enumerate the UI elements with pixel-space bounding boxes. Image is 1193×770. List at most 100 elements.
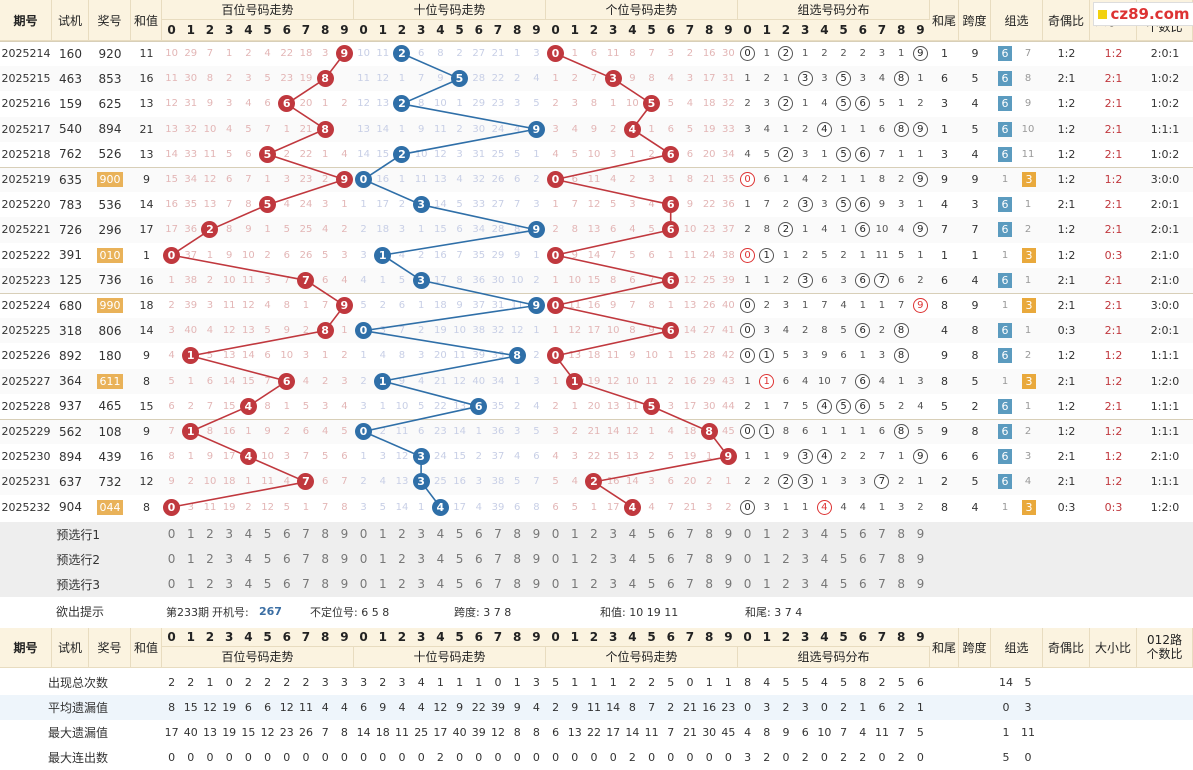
preselect-digit[interactable]: 1 bbox=[186, 527, 195, 542]
preselect-digit[interactable]: 5 bbox=[455, 527, 464, 542]
preselect-digit[interactable]: 9 bbox=[724, 527, 733, 542]
preselect-digit[interactable]: 7 bbox=[878, 527, 886, 542]
bottom-header-issue[interactable]: 期号 bbox=[0, 627, 52, 668]
preselect-digit[interactable]: 7 bbox=[878, 552, 886, 567]
preselect-digit[interactable]: 5 bbox=[839, 527, 848, 542]
preselect-digit[interactable]: 5 bbox=[263, 577, 272, 592]
preselect-digit[interactable]: 7 bbox=[302, 577, 310, 592]
preselect-digit[interactable]: 6 bbox=[666, 577, 675, 592]
preselect-digit[interactable]: 0 bbox=[551, 552, 560, 567]
preselect-digit[interactable]: 6 bbox=[282, 577, 291, 592]
preselect-digit[interactable]: 6 bbox=[666, 552, 675, 567]
preselect-digit[interactable]: 8 bbox=[705, 577, 713, 592]
preselect-digit[interactable]: 4 bbox=[628, 577, 637, 592]
preselect-digit[interactable]: 0 bbox=[167, 552, 176, 567]
preselect-digit[interactable]: 7 bbox=[686, 577, 694, 592]
preselect-digit[interactable]: 2 bbox=[398, 577, 406, 592]
preselect-digit[interactable]: 8 bbox=[513, 527, 521, 542]
preselect-digit[interactable]: 1 bbox=[378, 527, 387, 542]
preselect-digit[interactable]: 5 bbox=[263, 527, 272, 542]
preselect-digit[interactable]: 6 bbox=[282, 552, 291, 567]
preselect-digit[interactable]: 2 bbox=[782, 577, 790, 592]
preselect-digit[interactable]: 9 bbox=[724, 552, 733, 567]
preselect-digit[interactable]: 1 bbox=[186, 552, 195, 567]
preselect-digit[interactable]: 6 bbox=[858, 527, 867, 542]
header-issue[interactable]: 期号 bbox=[0, 0, 52, 41]
preselect-digit[interactable]: 4 bbox=[628, 552, 637, 567]
preselect-digit[interactable]: 0 bbox=[359, 527, 368, 542]
preselect-digit[interactable]: 8 bbox=[705, 527, 713, 542]
preselect-digit[interactable]: 5 bbox=[647, 577, 656, 592]
preselect-digit[interactable]: 2 bbox=[398, 552, 406, 567]
preselect-digit[interactable]: 8 bbox=[321, 577, 329, 592]
preselect-digit[interactable]: 0 bbox=[359, 577, 368, 592]
preselect-digit[interactable]: 3 bbox=[417, 552, 425, 567]
preselect-digit[interactable]: 6 bbox=[474, 577, 483, 592]
preselect-digit[interactable]: 2 bbox=[590, 577, 598, 592]
preselect-digit[interactable]: 4 bbox=[820, 552, 829, 567]
preselect-digit[interactable]: 3 bbox=[225, 552, 233, 567]
preselect-digit[interactable]: 0 bbox=[167, 527, 176, 542]
preselect-digit[interactable]: 4 bbox=[820, 577, 829, 592]
preselect-digit[interactable]: 4 bbox=[244, 577, 253, 592]
preselect-digit[interactable]: 1 bbox=[570, 577, 579, 592]
preselect-digit[interactable]: 8 bbox=[321, 527, 329, 542]
preselect-digit[interactable]: 5 bbox=[647, 552, 656, 567]
preselect-digit[interactable]: 0 bbox=[551, 577, 560, 592]
preselect-digit[interactable]: 4 bbox=[436, 552, 445, 567]
preselect-digit[interactable]: 6 bbox=[666, 527, 675, 542]
preselect-digit[interactable]: 0 bbox=[551, 527, 560, 542]
preselect-digit[interactable]: 4 bbox=[820, 527, 829, 542]
preselect-digit[interactable]: 0 bbox=[359, 552, 368, 567]
preselect-digit[interactable]: 6 bbox=[858, 577, 867, 592]
preselect-digit[interactable]: 0 bbox=[743, 527, 752, 542]
preselect-digit[interactable]: 3 bbox=[801, 577, 809, 592]
preselect-digit[interactable]: 4 bbox=[244, 527, 253, 542]
preselect-digit[interactable]: 9 bbox=[340, 552, 349, 567]
preselect-digit[interactable]: 8 bbox=[321, 552, 329, 567]
preselect-digit[interactable]: 1 bbox=[762, 527, 771, 542]
preselect-digit[interactable]: 7 bbox=[494, 552, 502, 567]
preselect-digit[interactable]: 6 bbox=[282, 527, 291, 542]
preselect-digit[interactable]: 9 bbox=[724, 577, 733, 592]
preselect-digit[interactable]: 9 bbox=[340, 527, 349, 542]
preselect-digit[interactable]: 1 bbox=[378, 552, 387, 567]
preselect-digit[interactable]: 2 bbox=[590, 552, 598, 567]
preselect-digit[interactable]: 9 bbox=[916, 552, 925, 567]
preselect-digit[interactable]: 3 bbox=[417, 527, 425, 542]
preselect-digit[interactable]: 7 bbox=[686, 527, 694, 542]
preselect-digit[interactable]: 7 bbox=[494, 577, 502, 592]
preselect-digit[interactable]: 7 bbox=[686, 552, 694, 567]
preselect-digit[interactable]: 5 bbox=[263, 552, 272, 567]
preselect-digit[interactable]: 2 bbox=[206, 527, 214, 542]
preselect-digit[interactable]: 6 bbox=[858, 552, 867, 567]
preselect-digit[interactable]: 0 bbox=[167, 577, 176, 592]
preselect-digit[interactable]: 1 bbox=[186, 577, 195, 592]
preselect-digit[interactable]: 1 bbox=[762, 552, 771, 567]
preselect-digit[interactable]: 6 bbox=[474, 552, 483, 567]
preselect-digit[interactable]: 1 bbox=[570, 527, 579, 542]
preselect-digit[interactable]: 9 bbox=[532, 552, 541, 567]
preselect-digit[interactable]: 8 bbox=[897, 552, 905, 567]
preselect-digit[interactable]: 8 bbox=[513, 552, 521, 567]
preselect-digit[interactable]: 1 bbox=[570, 552, 579, 567]
preselect-digit[interactable]: 4 bbox=[244, 552, 253, 567]
preselect-digit[interactable]: 5 bbox=[455, 577, 464, 592]
preselect-digit[interactable]: 4 bbox=[436, 577, 445, 592]
preselect-digit[interactable]: 5 bbox=[455, 552, 464, 567]
preselect-digit[interactable]: 3 bbox=[609, 552, 617, 567]
preselect-digit[interactable]: 9 bbox=[916, 527, 925, 542]
preselect-digit[interactable]: 7 bbox=[494, 527, 502, 542]
preselect-digit[interactable]: 3 bbox=[609, 577, 617, 592]
preselect-digit[interactable]: 1 bbox=[762, 577, 771, 592]
preselect-digit[interactable]: 2 bbox=[206, 552, 214, 567]
preselect-digit[interactable]: 2 bbox=[206, 577, 214, 592]
preselect-digit[interactable]: 5 bbox=[839, 552, 848, 567]
preselect-digit[interactable]: 8 bbox=[705, 552, 713, 567]
preselect-digit[interactable]: 7 bbox=[302, 552, 310, 567]
preselect-digit[interactable]: 4 bbox=[628, 527, 637, 542]
preselect-digit[interactable]: 9 bbox=[532, 577, 541, 592]
preselect-digit[interactable]: 3 bbox=[225, 527, 233, 542]
preselect-digit[interactable]: 9 bbox=[532, 527, 541, 542]
preselect-digit[interactable]: 1 bbox=[378, 577, 387, 592]
